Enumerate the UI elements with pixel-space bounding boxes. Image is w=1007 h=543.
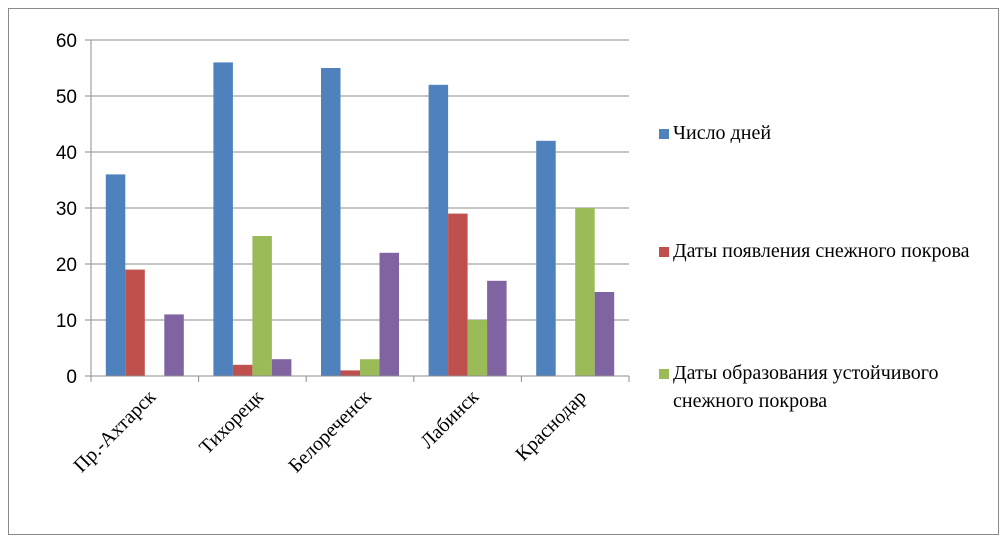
legend-item-1: Даты появления снежного покрова <box>659 237 999 265</box>
bar-series2-cat3 <box>467 320 488 376</box>
bar-series1-cat0 <box>125 269 145 376</box>
bar-series3-cat4 <box>594 292 615 376</box>
axes <box>85 39 630 382</box>
bar-series3-cat3 <box>487 280 507 376</box>
y-tick-label-20: 20 <box>56 255 77 276</box>
bar-series1-cat1 <box>232 364 253 376</box>
y-tick-label-60: 60 <box>56 31 77 52</box>
bar-series0-cat3 <box>428 84 449 377</box>
x-tick-label-1: Тихорецк <box>195 386 268 459</box>
bar-chart: 0 10 20 30 40 50 60 Пр.-Ахтарск Тихорецк Белореч… <box>56 31 630 477</box>
y-tick-label-10: 10 <box>56 311 77 332</box>
y-tick-label-0: 0 <box>66 367 77 388</box>
legend-item-0: Число дней <box>659 119 999 147</box>
x-tick-label-0: Пр.-Ахтарск <box>69 386 160 477</box>
bar-series1-cat2 <box>340 370 360 376</box>
y-tick-label-50: 50 <box>56 87 77 108</box>
legend-item-2: Даты образования устойчивого снежного по… <box>659 359 999 415</box>
bar-series3-cat2 <box>379 252 399 376</box>
bar-series0-cat0 <box>105 174 126 376</box>
y-tick-labels: 0 10 20 30 40 50 60 <box>56 31 77 388</box>
bar-series2-cat4 <box>575 208 595 376</box>
legend-label-2: Даты образования устойчивого снежного по… <box>673 362 939 412</box>
bar-series0-cat4 <box>536 140 556 376</box>
y-tick-label-40: 40 <box>56 143 77 164</box>
x-tick-label-3: Лабинск <box>416 386 483 453</box>
x-tick-label-2: Белореченск <box>284 386 375 477</box>
bar-series0-cat2 <box>321 68 341 376</box>
bar-series2-cat1 <box>252 236 272 376</box>
legend-label-1: Даты появления снежного покрова <box>673 240 970 262</box>
bar-series2-cat2 <box>360 359 380 376</box>
legend-label-0: Число дней <box>673 122 772 144</box>
bar-series3-cat1 <box>271 359 292 376</box>
legend-swatch-1 <box>659 247 669 257</box>
y-tick-label-30: 30 <box>56 199 77 220</box>
bar-series3-cat0 <box>164 314 184 376</box>
bars <box>105 62 615 377</box>
legend-swatch-2 <box>659 369 669 379</box>
legend-swatch-0 <box>659 129 669 139</box>
bar-series1-cat3 <box>448 213 468 376</box>
x-tick-labels: Пр.-Ахтарск Тихорецк Белореченск Лабинск Кра… <box>69 386 590 477</box>
bar-series0-cat1 <box>213 62 233 377</box>
chart-frame: 0 10 20 30 40 50 60 Пр.-Ахтарск Тихорецк Белореч… <box>8 8 999 535</box>
x-tick-label-4: Краснодар <box>511 386 590 465</box>
